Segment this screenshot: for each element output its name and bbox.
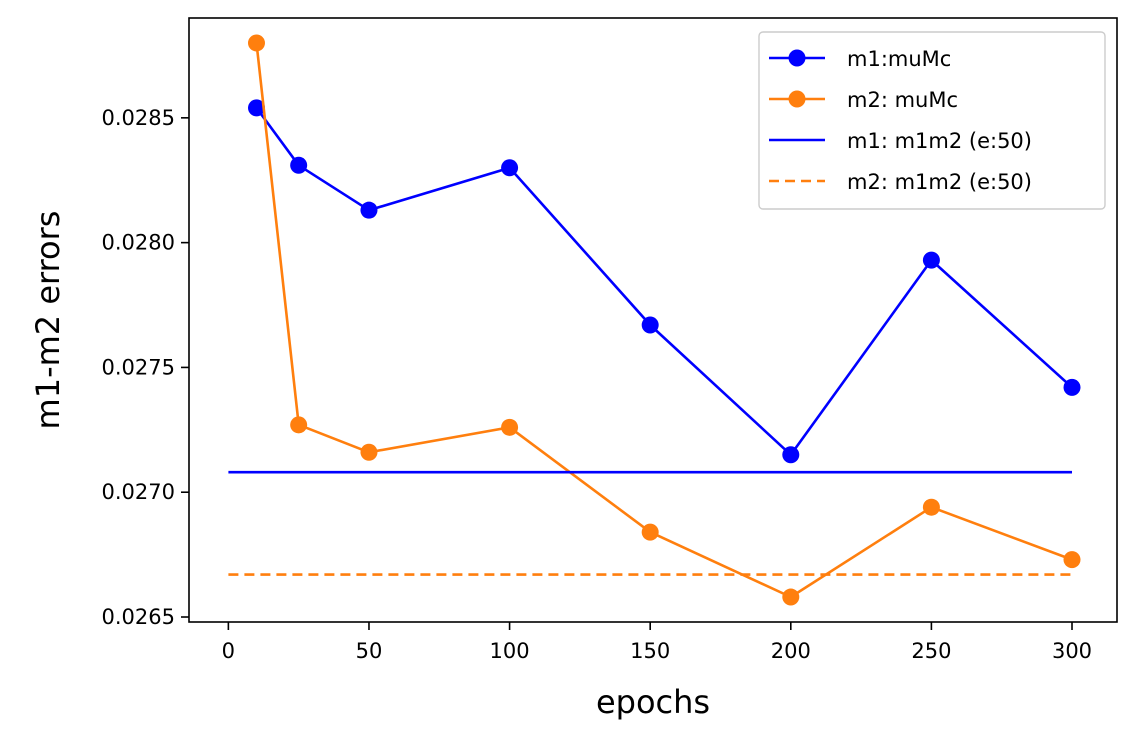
series-line <box>255 107 1073 457</box>
y-tick-label: 0.0275 <box>102 355 175 379</box>
legend-label: m1: m1m2 (e:50) <box>847 129 1032 153</box>
data-point <box>501 418 519 436</box>
legend-entry: m1:muMc <box>769 47 951 71</box>
data-point <box>501 159 519 177</box>
data-point <box>247 34 265 52</box>
x-axis-label: epochs <box>596 683 710 721</box>
y-axis: 0.0265 0.0270 0.0275 0.0280 0.0285 <box>102 106 189 629</box>
data-point <box>247 99 265 117</box>
data-point <box>922 498 940 516</box>
x-tick-label: 150 <box>630 639 670 663</box>
y-tick-label: 0.0280 <box>102 231 175 255</box>
data-point <box>641 523 659 541</box>
y-tick-label: 0.0265 <box>102 605 175 629</box>
series-1 <box>247 99 1081 464</box>
x-tick-label: 0 <box>222 639 235 663</box>
legend-label: m2: m1m2 (e:50) <box>847 170 1032 194</box>
legend-entry: m2: m1m2 (e:50) <box>769 170 1032 194</box>
data-point <box>922 251 940 269</box>
data-point <box>1063 378 1081 396</box>
x-axis: 0 50 100 150 200 250 300 <box>222 622 1092 663</box>
legend-label: m1:muMc <box>847 47 951 71</box>
legend-swatch-marker <box>788 49 806 67</box>
legend: m1:muMc m2: muMc m1: m1m2 (e:50) m2: m1m2 (… <box>758 31 1106 210</box>
legend-entry: m2: muMc <box>769 88 958 112</box>
x-tick-label: 300 <box>1052 639 1092 663</box>
series-layer <box>228 34 1081 606</box>
series-2 <box>247 34 1081 606</box>
data-point <box>290 416 308 434</box>
x-tick-label: 250 <box>911 639 951 663</box>
data-point <box>782 588 800 606</box>
y-tick-label: 0.0270 <box>102 480 175 504</box>
legend-entry: m1: m1m2 (e:50) <box>769 129 1032 153</box>
data-point <box>360 443 378 461</box>
legend-box <box>758 31 1106 210</box>
legend-swatch-marker <box>788 90 806 108</box>
data-point <box>290 156 308 174</box>
plot-frame <box>188 17 1118 623</box>
x-tick-label: 200 <box>771 639 811 663</box>
data-point <box>1063 551 1081 569</box>
series-line <box>255 42 1073 599</box>
y-tick-label: 0.0285 <box>102 106 175 130</box>
x-tick-label: 100 <box>490 639 530 663</box>
y-axis-label: m1-m2 errors <box>29 211 67 430</box>
data-point <box>782 446 800 464</box>
legend-label: m2: muMc <box>847 88 958 112</box>
x-tick-label: 50 <box>356 639 383 663</box>
data-point <box>360 201 378 219</box>
data-point <box>641 316 659 334</box>
